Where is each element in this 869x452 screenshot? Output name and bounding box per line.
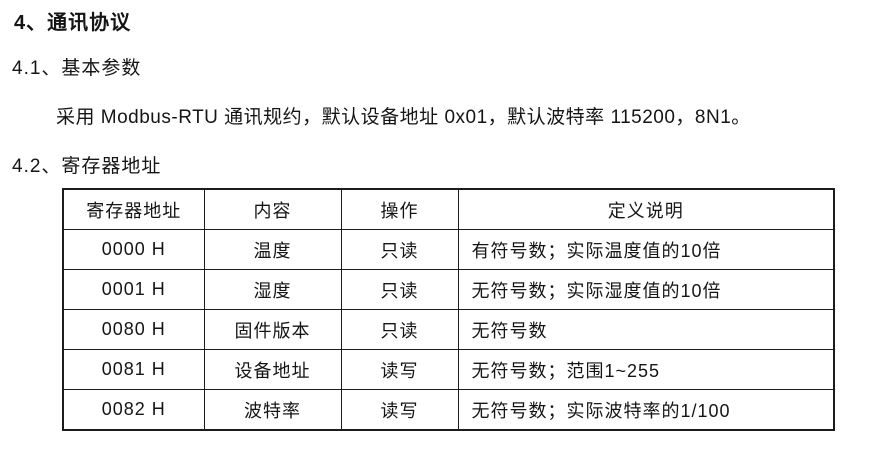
cell-register-address: 0081 H bbox=[62, 349, 205, 390]
header-cell-register-address: 寄存器地址 bbox=[62, 188, 205, 230]
table-row: 0080 H 固件版本 只读 无符号数 bbox=[62, 309, 835, 350]
table-row: 0000 H 温度 只读 有符号数；实际温度值的10倍 bbox=[62, 229, 835, 270]
section-heading-register-address: 4.2、寄存器地址 bbox=[12, 156, 162, 177]
cell-definition: 无符号数；实际波特率的1/100 bbox=[457, 389, 835, 431]
cell-definition: 无符号数 bbox=[457, 309, 835, 350]
table-header-row: 寄存器地址 内容 操作 定义说明 bbox=[62, 188, 835, 230]
cell-register-address: 0000 H bbox=[62, 229, 205, 270]
cell-content: 温度 bbox=[203, 229, 342, 270]
table-row: 0082 H 波特率 读写 无符号数；实际波特率的1/100 bbox=[62, 389, 835, 431]
cell-operation: 读写 bbox=[340, 349, 459, 390]
cell-operation: 只读 bbox=[340, 309, 459, 350]
cell-operation: 读写 bbox=[340, 389, 459, 431]
cell-definition: 有符号数；实际温度值的10倍 bbox=[457, 229, 835, 270]
cell-content: 固件版本 bbox=[203, 309, 342, 350]
header-cell-definition: 定义说明 bbox=[457, 188, 835, 230]
cell-definition: 无符号数；实际湿度值的10倍 bbox=[457, 269, 835, 310]
table-row: 0081 H 设备地址 读写 无符号数；范围1~255 bbox=[62, 349, 835, 390]
cell-operation: 只读 bbox=[340, 269, 459, 310]
cell-definition: 无符号数；范围1~255 bbox=[457, 349, 835, 390]
cell-register-address: 0001 H bbox=[62, 269, 205, 310]
page-title: 4、通讯协议 bbox=[14, 12, 132, 34]
registers-table-body: 0000 H 温度 只读 有符号数；实际温度值的10倍 0001 H 湿度 只读 无符号数；实… bbox=[62, 229, 835, 431]
cell-register-address: 0080 H bbox=[62, 309, 205, 350]
cell-content: 波特率 bbox=[203, 389, 342, 431]
cell-content: 湿度 bbox=[203, 269, 342, 310]
header-cell-operation: 操作 bbox=[340, 188, 459, 230]
header-cell-content: 内容 bbox=[203, 188, 342, 230]
registers-table: 寄存器地址 内容 操作 定义说明 0000 H 温度 只读 有符号数；实际温度值的10… bbox=[62, 188, 835, 431]
cell-register-address: 0082 H bbox=[62, 389, 205, 431]
table-row: 0001 H 湿度 只读 无符号数；实际湿度值的10倍 bbox=[62, 269, 835, 310]
cell-operation: 只读 bbox=[340, 229, 459, 270]
section-heading-basic-params: 4.1、基本参数 bbox=[12, 58, 142, 79]
paragraph-protocol-description: 采用 Modbus-RTU 通讯规约，默认设备地址 0x01，默认波特率 115… bbox=[56, 107, 751, 128]
cell-content: 设备地址 bbox=[203, 349, 342, 390]
